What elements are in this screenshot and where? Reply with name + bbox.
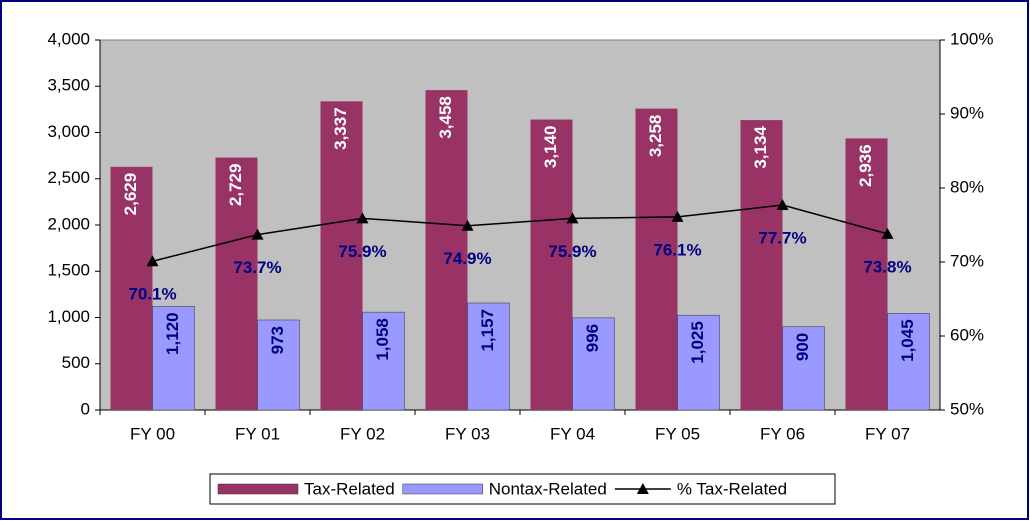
y2-tick-label: 70% <box>950 251 984 270</box>
bar <box>425 90 468 410</box>
y-tick-label: 1,500 <box>47 261 90 280</box>
bar <box>530 119 573 411</box>
line-marker <box>881 227 894 239</box>
bar <box>740 120 783 410</box>
line-marker <box>146 255 159 267</box>
line <box>152 204 888 262</box>
y-tick-label: 3,500 <box>47 76 90 95</box>
bar <box>677 314 720 411</box>
legend-label: % Tax-Related <box>677 479 787 498</box>
bar <box>887 313 930 411</box>
line-marker <box>671 210 684 222</box>
x-tick-label: FY 03 <box>445 424 490 443</box>
bar-value-label: 2,729 <box>226 164 245 207</box>
y2-tick-label: 100% <box>950 29 993 48</box>
bar <box>845 138 888 411</box>
legend-swatch <box>636 483 649 494</box>
y2-tick-label: 50% <box>950 399 984 418</box>
legend-swatch <box>217 483 299 495</box>
x-tick-label: FY 07 <box>865 424 910 443</box>
bar <box>152 306 195 411</box>
legend-swatch <box>402 483 483 495</box>
bar-value-label: 1,045 <box>898 319 917 362</box>
x-tick-label: FY 00 <box>130 424 175 443</box>
bar-value-label: 996 <box>583 324 602 352</box>
y-tick-label: 0 <box>81 399 90 418</box>
bar-value-label: 2,936 <box>856 144 875 187</box>
line-marker <box>251 228 264 240</box>
line-value-label: 73.7% <box>233 258 281 277</box>
line-value-label: 73.8% <box>863 257 911 276</box>
legend: Tax-Related Nontax-Related % Tax-Related <box>209 473 836 505</box>
line-marker <box>461 219 474 231</box>
bar <box>467 302 510 411</box>
bar <box>572 317 615 411</box>
x-tick-label: FY 01 <box>235 424 280 443</box>
x-tick-label: FY 02 <box>340 424 385 443</box>
x-tick-label: FY 04 <box>550 424 595 443</box>
bar <box>215 157 258 410</box>
y2-tick-label: 60% <box>950 325 984 344</box>
y2-tick-label: 80% <box>950 177 984 196</box>
legend-label: Tax-Related <box>304 479 395 498</box>
bar <box>257 319 300 411</box>
y-tick-label: 500 <box>62 353 90 372</box>
x-tick-label: FY 06 <box>760 424 805 443</box>
bar-value-label: 1,120 <box>163 312 182 355</box>
line-value-label: 76.1% <box>653 240 701 259</box>
legend-box <box>209 473 836 505</box>
bar-value-label: 2,629 <box>121 173 140 216</box>
bar <box>320 101 363 410</box>
bar-value-label: 900 <box>793 333 812 361</box>
bar-value-label: 3,458 <box>436 96 455 139</box>
y2-tick-label: 90% <box>950 103 984 122</box>
y-tick-label: 2,000 <box>47 214 90 233</box>
bar <box>110 166 153 410</box>
legend-label: Nontax-Related <box>489 479 607 498</box>
bar <box>635 108 678 410</box>
y-tick-label: 3,000 <box>47 122 90 141</box>
line-marker <box>566 212 579 224</box>
bar <box>782 326 825 411</box>
bar-value-label: 3,134 <box>751 126 770 169</box>
line-value-label: 77.7% <box>758 229 806 248</box>
bar-value-label: 3,258 <box>646 115 665 158</box>
line-marker <box>356 212 369 224</box>
bar-value-label: 1,157 <box>478 309 497 352</box>
bar-value-label: 1,058 <box>373 318 392 361</box>
bar-value-label: 973 <box>268 326 287 354</box>
y-tick-label: 4,000 <box>47 29 90 48</box>
line-value-label: 70.1% <box>128 285 176 304</box>
line-marker <box>776 199 789 211</box>
bar-value-label: 1,025 <box>688 321 707 364</box>
bar-value-label: 3,140 <box>541 126 560 169</box>
x-tick-label: FY 05 <box>655 424 700 443</box>
line-value-label: 75.9% <box>548 242 596 261</box>
y-tick-label: 2,500 <box>47 168 90 187</box>
bar-value-label: 3,337 <box>331 107 350 150</box>
line-value-label: 74.9% <box>443 249 491 268</box>
bar <box>362 311 405 411</box>
y-tick-label: 1,000 <box>47 307 90 326</box>
line-value-label: 75.9% <box>338 242 386 261</box>
